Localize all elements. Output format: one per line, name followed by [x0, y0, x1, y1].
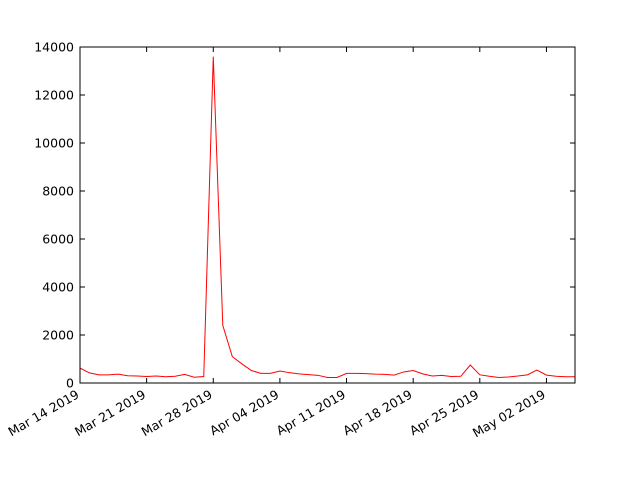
x-tick-label: Apr 18 2019	[340, 387, 414, 439]
x-tick-label: Mar 28 2019	[139, 387, 215, 440]
y-tick-label: 8000	[42, 184, 74, 199]
x-tick-label: Apr 04 2019	[207, 387, 281, 439]
x-tick-label: Mar 21 2019	[72, 387, 148, 440]
y-tick-label: 12000	[34, 88, 74, 103]
x-tick-label: Apr 25 2019	[407, 387, 481, 439]
y-tick-label: 4000	[42, 280, 74, 295]
y-tick-label: 10000	[34, 136, 74, 151]
x-tick-label: May 02 2019	[470, 387, 548, 441]
y-tick-label: 2000	[42, 328, 74, 343]
plot-frame	[79, 46, 576, 384]
x-tick-label: Apr 11 2019	[274, 387, 348, 439]
line	[79, 56, 575, 378]
y-tick-label: 0	[66, 376, 74, 391]
y-tick-label: 14000	[34, 40, 74, 55]
y-tick-label: 6000	[42, 232, 74, 247]
x-tick-label: Mar 14 2019	[5, 387, 81, 440]
